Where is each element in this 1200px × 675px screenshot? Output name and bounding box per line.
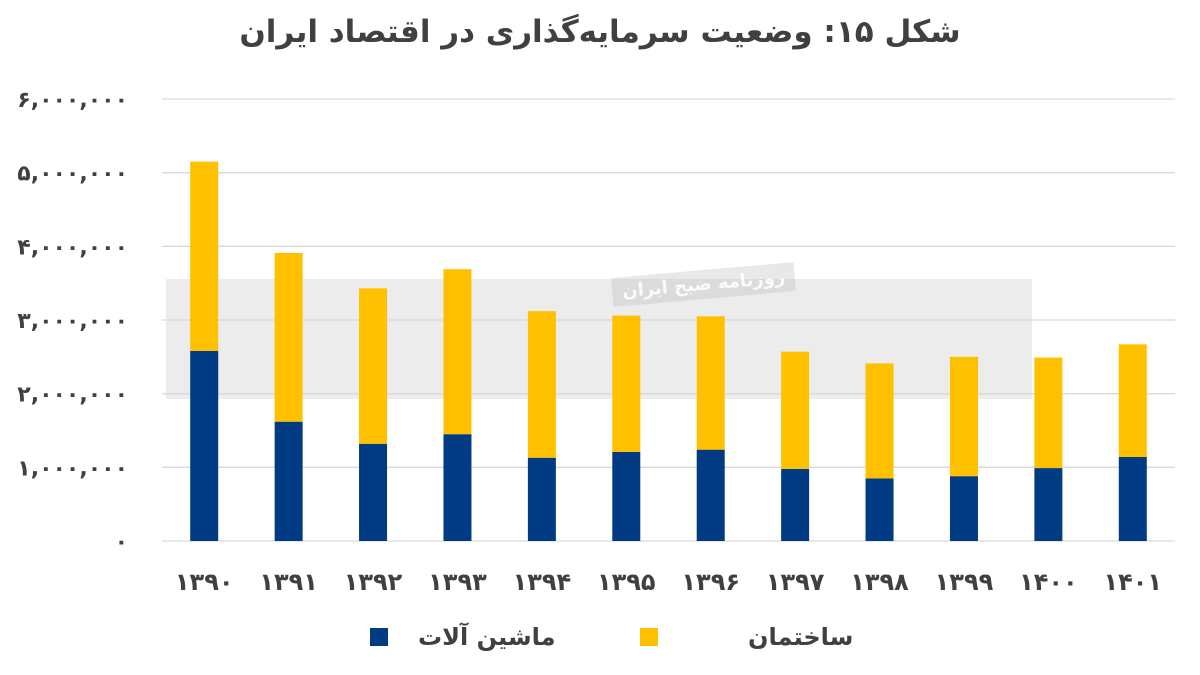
- bar-machinery-0: [190, 350, 219, 541]
- y-tick-label: ۴,۰۰۰,۰۰۰: [17, 235, 128, 260]
- bar-construction-9: [949, 356, 978, 477]
- bar-machinery-3: [443, 434, 472, 541]
- bar-construction-11: [1118, 344, 1147, 458]
- y-tick-label: ۰: [115, 530, 128, 555]
- x-tick-label: ۱۳۹۲: [344, 568, 403, 596]
- bar-machinery-6: [696, 449, 725, 541]
- bar-machinery-9: [949, 476, 978, 541]
- bar-machinery-7: [781, 468, 810, 541]
- bar-machinery-5: [612, 451, 641, 541]
- bar-construction-1: [274, 252, 303, 422]
- x-tick-label: ۱۳۹۰: [175, 568, 234, 596]
- bar-machinery-11: [1118, 457, 1147, 541]
- legend-swatch-construction: [640, 628, 658, 646]
- bar-construction-5: [612, 315, 641, 452]
- x-tick-label: ۱۳۹۶: [681, 568, 740, 596]
- legend-item-construction: ساختمان: [640, 620, 853, 654]
- y-tick-label: ۶,۰۰۰,۰۰۰: [17, 88, 128, 113]
- chart-title: شکل ۱۵: وضعیت سرمایه‌گذاری در اقتصاد ایر…: [239, 14, 961, 50]
- bar-construction-8: [865, 363, 894, 479]
- x-tick-label: ۱۳۹۴: [513, 568, 572, 596]
- bar-machinery-10: [1034, 468, 1063, 541]
- x-tick-label: ۱۳۹۵: [597, 568, 656, 596]
- legend-label-construction: ساختمان: [748, 623, 854, 651]
- y-tick-label: ۳,۰۰۰,۰۰۰: [17, 309, 128, 334]
- legend-swatch-machinery: [370, 628, 388, 646]
- bar-construction-10: [1034, 357, 1063, 469]
- bar-machinery-4: [527, 457, 556, 541]
- legend-label-machinery: ماشین آلات: [418, 623, 556, 651]
- legend-item-machinery: ماشین آلات: [370, 620, 555, 654]
- x-tick-label: ۱۴۰۱: [1103, 568, 1162, 596]
- y-tick-label: ۵,۰۰۰,۰۰۰: [17, 162, 128, 187]
- bar-machinery-2: [359, 443, 388, 541]
- bar-construction-7: [781, 351, 810, 469]
- bar-machinery-1: [274, 421, 303, 541]
- bar-construction-0: [190, 161, 219, 351]
- bar-construction-2: [359, 288, 388, 444]
- x-tick-label: ۱۳۹۳: [428, 568, 487, 596]
- bar-construction-6: [696, 316, 725, 450]
- bar-construction-3: [443, 269, 472, 435]
- x-tick-label: ۱۳۹۸: [850, 568, 909, 596]
- bar-machinery-8: [865, 478, 894, 541]
- x-tick-label: ۱۳۹۱: [259, 568, 318, 596]
- y-tick-label: ۱,۰۰۰,۰۰۰: [17, 456, 128, 481]
- y-tick-label: ۲,۰۰۰,۰۰۰: [17, 383, 128, 408]
- x-tick-label: ۱۴۰۰: [1019, 568, 1078, 596]
- x-tick-label: ۱۳۹۷: [766, 568, 825, 596]
- bar-construction-4: [527, 311, 556, 458]
- x-tick-label: ۱۳۹۹: [935, 568, 994, 596]
